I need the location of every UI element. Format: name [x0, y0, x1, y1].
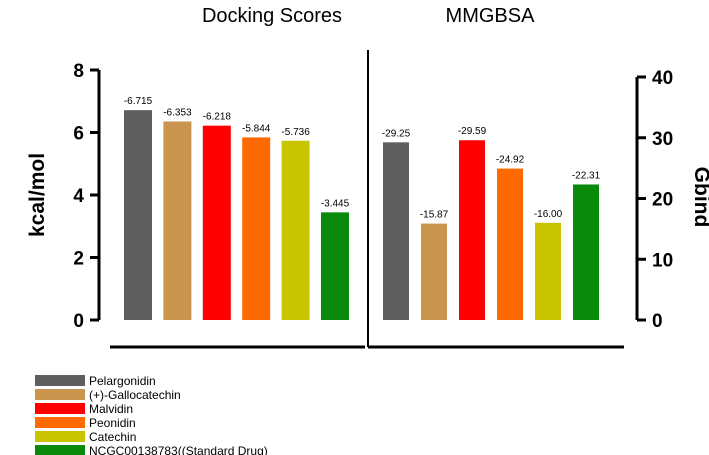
mmgbsa-bars: -29.25 -15.87 -29.59 -24.92 -16.00 -22.31: [382, 126, 601, 320]
legend-label: NCGC00138783((Standard Drug): [89, 444, 268, 455]
docking-bars: -6.715 -6.353 -6.218 -5.844 -5.736 -3.445: [124, 96, 350, 320]
docking-data-label: -6.715: [124, 96, 153, 107]
legend-swatch: [35, 417, 85, 428]
docking-tick-label: 2: [73, 249, 84, 270]
legend-label: Pelargonidin: [89, 374, 156, 388]
mmgbsa-bar: [383, 142, 409, 320]
docking-bar: [242, 137, 271, 320]
legend-swatch: [35, 445, 85, 455]
legend-label: Peonidin: [89, 416, 136, 430]
mmgbsa-bar: [497, 168, 523, 320]
mmgbsa-data-label: -24.92: [496, 155, 525, 166]
mmgbsa-data-label: -29.59: [458, 126, 487, 137]
docking-data-label: -5.844: [242, 123, 271, 134]
legend-label: (+)-Gallocatechin: [89, 388, 181, 402]
docking-tick-label: 8: [73, 61, 84, 82]
legend-swatch: [35, 389, 85, 400]
right-axis-title: Gbind: [690, 167, 709, 228]
docking-data-label: -3.445: [321, 198, 350, 209]
mmgbsa-tick-label: 10: [652, 250, 673, 271]
mmgbsa-tick-label: 0: [652, 311, 663, 332]
legend-swatch: [35, 431, 85, 442]
mmgbsa-tick-label: 20: [652, 190, 673, 211]
legend-swatch: [35, 375, 85, 386]
docking-data-label: -6.353: [163, 107, 192, 118]
mmgbsa-data-label: -15.87: [420, 210, 449, 221]
legend-swatch: [35, 403, 85, 414]
mmgbsa-data-label: -29.25: [382, 128, 411, 139]
docking-bar: [321, 212, 349, 320]
docking-bar: [202, 125, 231, 320]
mmgbsa-bar: [573, 184, 599, 320]
docking-bar: [281, 140, 310, 320]
mmgbsa-title: MMGBSA: [446, 5, 536, 27]
docking-title: Docking Scores: [202, 5, 342, 27]
docking-bar: [124, 110, 152, 320]
mmgbsa-tick-label: 40: [652, 68, 673, 89]
legend-label: Catechin: [89, 430, 136, 444]
mmgbsa-bar: [459, 140, 485, 320]
mmgbsa-bar: [535, 222, 561, 320]
docking-data-label: -5.736: [281, 127, 310, 138]
mmgbsa-data-label: -16.00: [534, 209, 563, 220]
legend: Pelargonidin(+)-GallocatechinMalvidinPeo…: [35, 374, 268, 455]
left-axis: 0 2 4 6 8: [73, 61, 101, 332]
mmgbsa-bar: [421, 223, 447, 320]
mmgbsa-data-label: -22.31: [572, 170, 601, 181]
mmgbsa-tick-label: 30: [652, 129, 673, 150]
docking-bar: [163, 121, 192, 320]
docking-tick-label: 0: [73, 311, 84, 332]
docking-tick-label: 4: [73, 186, 84, 207]
docking-data-label: -6.218: [203, 112, 232, 123]
docking-tick-label: 6: [73, 124, 84, 145]
legend-label: Malvidin: [89, 402, 133, 416]
right-axis: 0 10 20 30 40: [635, 68, 673, 332]
left-axis-title: kcal/mol: [26, 153, 49, 237]
